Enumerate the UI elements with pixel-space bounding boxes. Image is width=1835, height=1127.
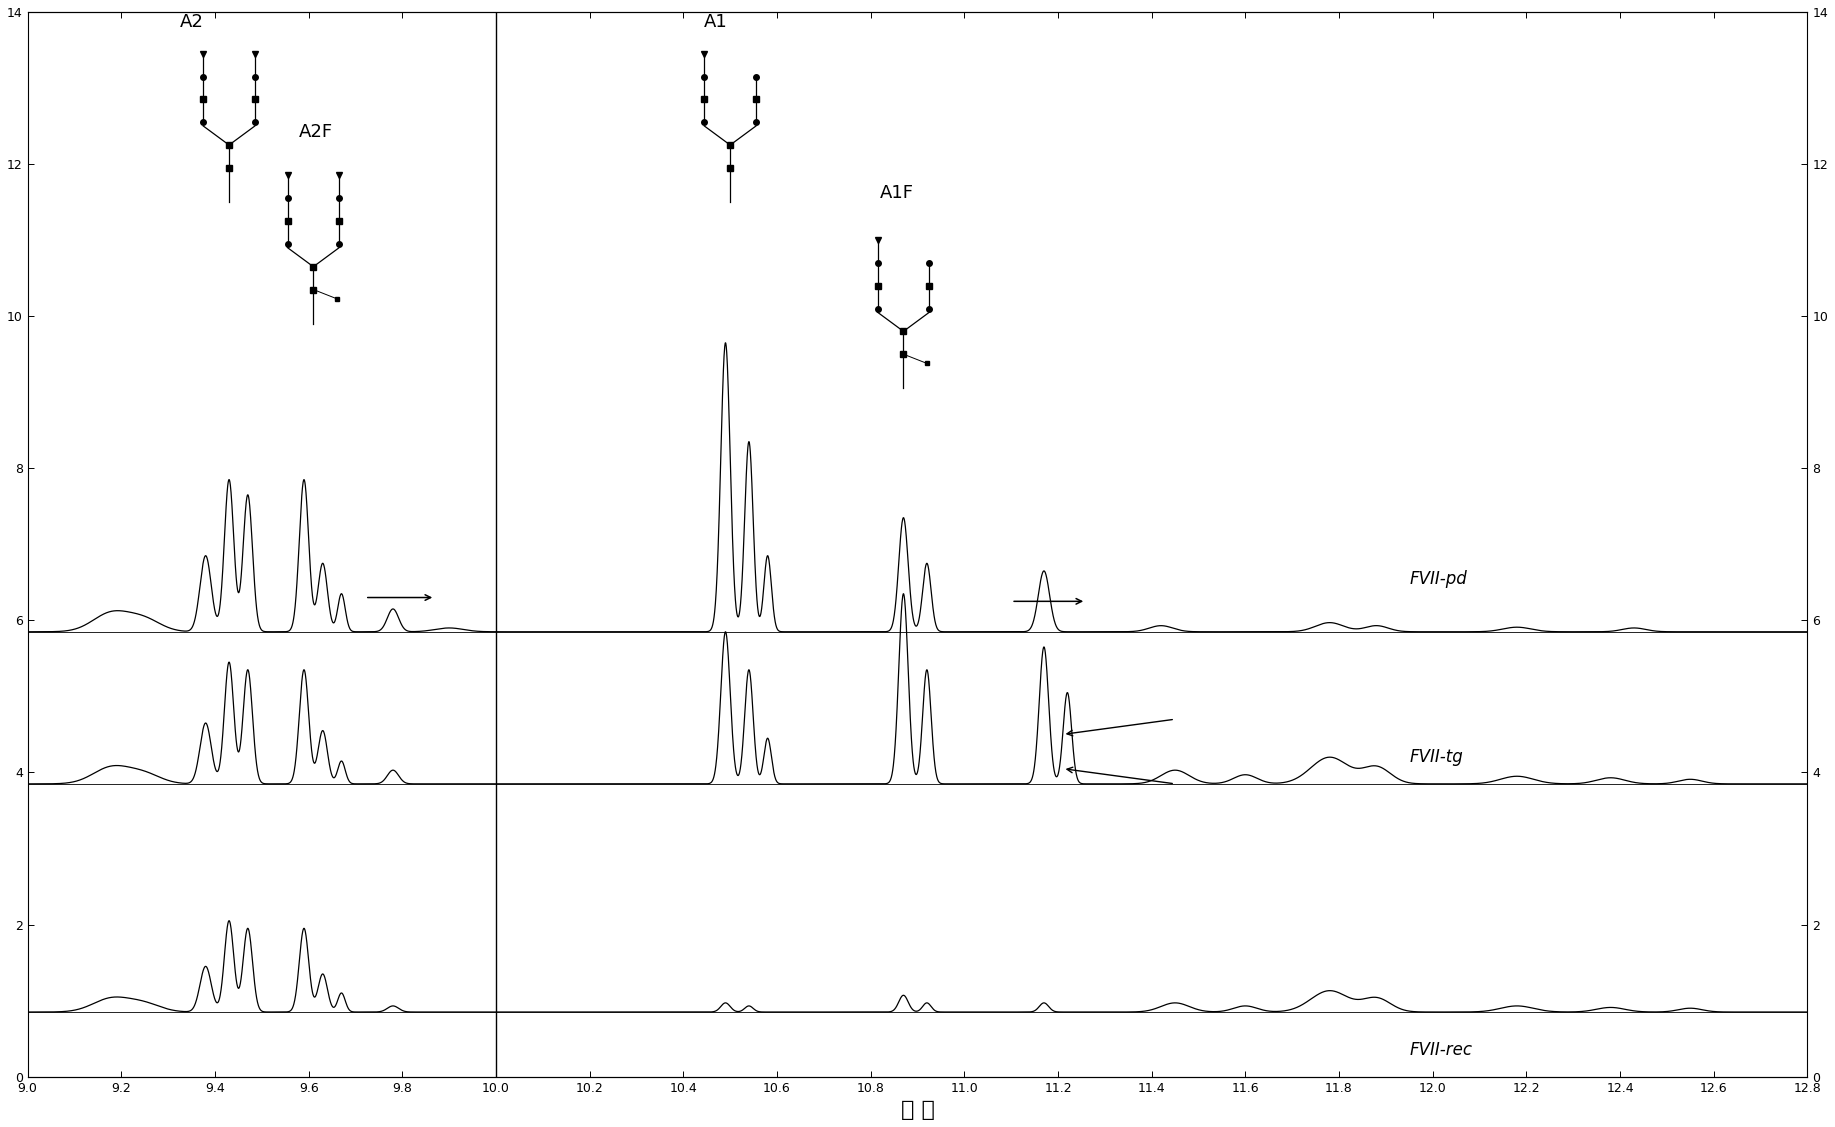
Text: FVII-rec: FVII-rec — [1409, 1041, 1472, 1059]
X-axis label: 分 钟: 分 钟 — [901, 1100, 934, 1120]
Text: A2: A2 — [180, 12, 204, 30]
Text: A1F: A1F — [881, 184, 914, 202]
Text: A2F: A2F — [299, 123, 334, 141]
Text: FVII-tg: FVII-tg — [1409, 748, 1462, 766]
Text: FVII-pd: FVII-pd — [1409, 569, 1466, 587]
Text: A1: A1 — [705, 12, 728, 30]
